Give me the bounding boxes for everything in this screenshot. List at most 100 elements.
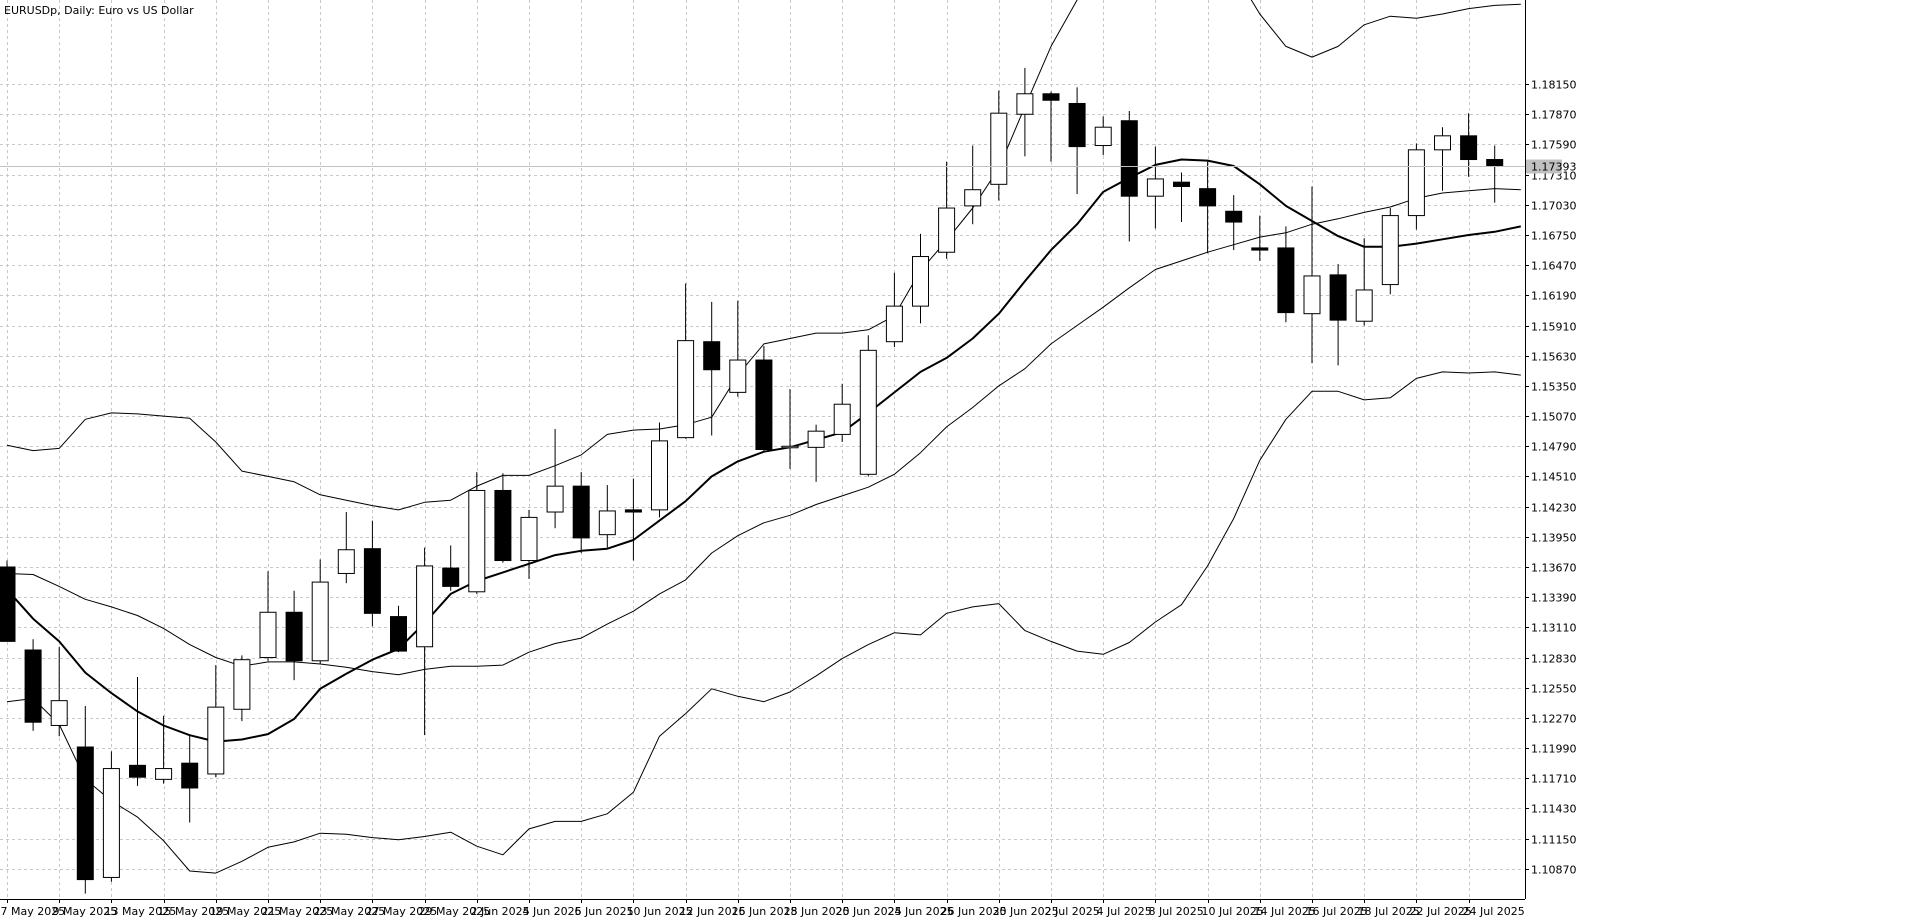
x-tick-label: 16 Jul 2025: [1306, 905, 1368, 918]
candle: [181, 735, 199, 823]
y-tick-label: 1.13390: [1531, 592, 1577, 605]
candle-body-bear: [1042, 93, 1060, 101]
y-tick-label: 1.16750: [1531, 230, 1577, 243]
y-tick-label: 1.17870: [1531, 109, 1577, 122]
x-tick-label: 27 May 2025: [366, 905, 438, 918]
candle-body-bear: [1225, 210, 1243, 223]
lower-band-line: [6, 371, 1521, 874]
candle-body-bull: [416, 565, 434, 648]
candle: [912, 233, 929, 324]
y-tick-label: 1.16190: [1531, 290, 1577, 303]
x-tick-label: 4 Jun 2025: [523, 905, 582, 918]
candle: [1355, 238, 1373, 326]
candle: [703, 301, 721, 436]
candle: [311, 559, 329, 665]
candle: [494, 473, 512, 563]
candle-body-bull: [546, 485, 564, 513]
candle: [833, 383, 851, 442]
candle: [285, 590, 303, 681]
candle: [1042, 91, 1060, 162]
candle-body-bear: [1120, 120, 1138, 197]
candle: [807, 424, 825, 482]
y-tick-label: 1.11710: [1531, 773, 1577, 786]
candle-body-bear: [0, 566, 16, 642]
x-tick-label: 9 May 2025: [53, 905, 118, 918]
candle-body-bull: [259, 611, 277, 659]
y-axis-labels: 1.181501.178701.175901.173101.170301.167…: [1525, 79, 1577, 877]
candle: [1225, 195, 1243, 251]
candle: [729, 300, 747, 397]
moving-average: [6, 158, 1522, 743]
candle-body-bull: [50, 700, 68, 726]
chart-grid: [0, 0, 1524, 899]
candle: [1068, 87, 1086, 195]
x-tick-label: 10 Jun 2025: [627, 905, 693, 918]
candle-body-bear: [24, 649, 42, 723]
candle-body-bear: [1329, 274, 1347, 321]
candle: [938, 161, 956, 259]
candle-body-bull: [859, 349, 877, 475]
ma-line: [6, 158, 1522, 743]
current-price-label: 1.17393: [1531, 161, 1577, 174]
candle-body-bear: [494, 489, 512, 562]
candle: [416, 547, 434, 736]
candle: [598, 485, 616, 548]
x-tick-label: 30 Jun 2025: [993, 905, 1059, 918]
candle: [337, 512, 355, 584]
candle: [1251, 215, 1269, 261]
candle-body-bull: [155, 768, 173, 780]
candle-body-bull: [1407, 149, 1425, 217]
x-tick-label: 21 May 2025: [262, 905, 334, 918]
candle-body-bear: [363, 548, 381, 614]
candle-body-bull: [1303, 275, 1321, 315]
x-tick-label: 18 Jun 2025: [784, 905, 850, 918]
candle: [520, 509, 538, 579]
y-tick-label: 1.12830: [1531, 653, 1577, 666]
candle: [207, 665, 225, 778]
candle: [363, 520, 381, 627]
candle-body-bull: [729, 359, 747, 393]
y-tick-label: 1.11150: [1531, 834, 1577, 847]
x-tick-label: 20 Jun 2025: [836, 905, 902, 918]
candle: [76, 706, 94, 894]
y-tick-label: 1.14510: [1531, 471, 1577, 484]
y-tick-label: 1.17590: [1531, 139, 1577, 152]
current-price-badge-bg: [1526, 159, 1562, 174]
upper-band-line: [6, 0, 1521, 511]
candle-body-bull: [598, 510, 616, 536]
candle-body-bear: [1068, 102, 1086, 148]
candle-body-bull: [311, 581, 329, 662]
x-tick-label: 24 Jun 2025: [888, 905, 954, 918]
y-tick-label: 1.15630: [1531, 351, 1577, 364]
candle: [1303, 186, 1321, 364]
candle: [546, 429, 564, 529]
candle: [1199, 161, 1217, 254]
x-tick-label: 12 Jun 2025: [680, 905, 746, 918]
x-tick-label: 13 May 2025: [105, 905, 177, 918]
candle: [1094, 116, 1112, 156]
x-tick-label: 29 May 2025: [419, 905, 491, 918]
x-tick-label: 2 Jun 2025: [471, 905, 530, 918]
candle-body-bull: [912, 256, 929, 307]
candle: [885, 272, 903, 348]
candle: [1329, 264, 1347, 366]
bollinger-bands: [6, 0, 1521, 874]
y-tick-label: 1.13110: [1531, 622, 1577, 635]
candle-body-bull: [1094, 126, 1112, 147]
y-tick-label: 1.13950: [1531, 532, 1577, 545]
candle: [233, 655, 251, 722]
candle-body-bull: [1434, 135, 1451, 151]
candle: [1016, 67, 1034, 157]
candle-body-bull: [807, 430, 825, 448]
x-tick-label: 2 Jul 2025: [1045, 905, 1100, 918]
candle-body-bear: [442, 567, 460, 587]
candle: [781, 389, 799, 469]
candle-body-bear: [76, 746, 94, 881]
candle-body-bull: [207, 706, 225, 775]
y-tick-label: 1.12550: [1531, 683, 1577, 696]
candles: [0, 67, 1504, 894]
candle-body-bull: [1146, 178, 1164, 197]
